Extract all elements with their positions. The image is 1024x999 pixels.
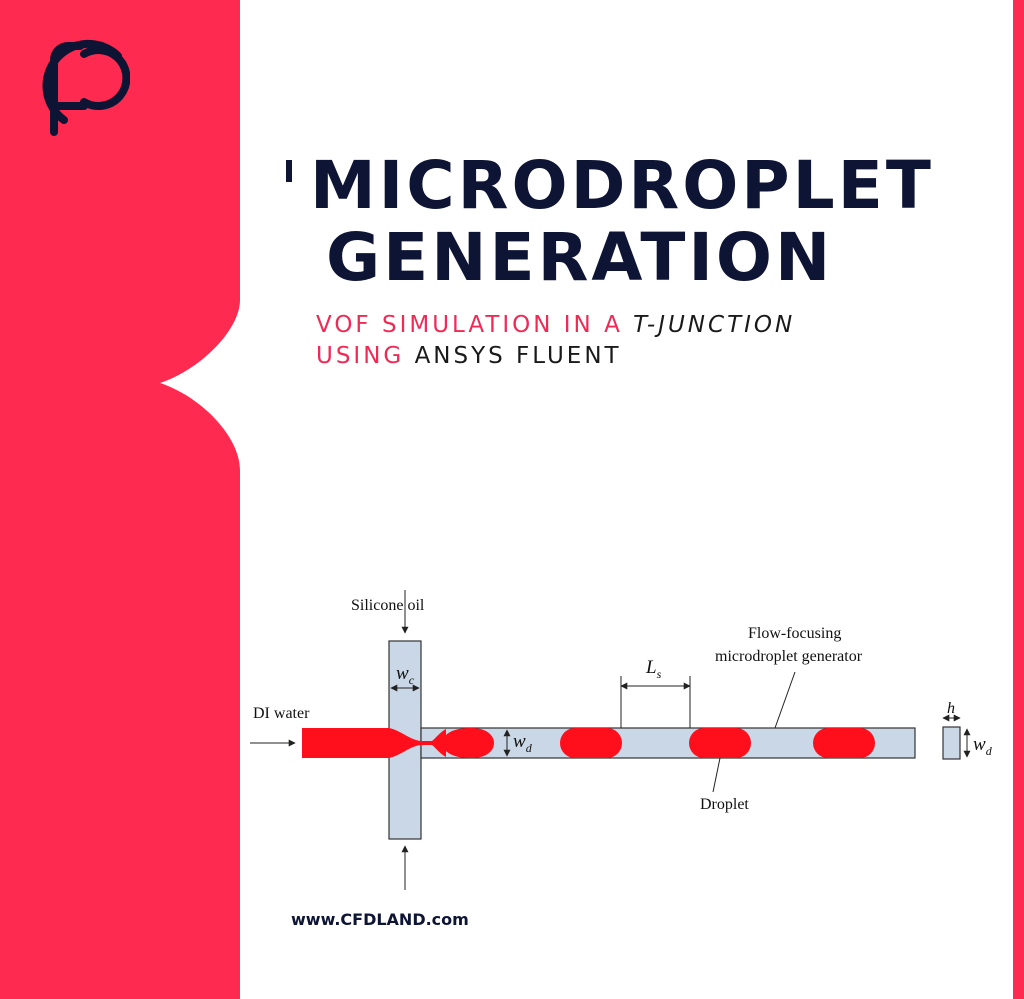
wd-label: wd <box>513 731 533 755</box>
t-junction-diagram: Silicone oil DI water wc wd Ls h wd Flow… <box>250 590 993 890</box>
website-url[interactable]: www.CFDLAND.com <box>291 910 469 929</box>
channel-cross-section <box>942 726 961 760</box>
dispersed-inlet-stream <box>302 728 389 758</box>
title-tick-mark <box>286 160 292 182</box>
h-label: h <box>947 700 955 717</box>
necking-thread <box>389 728 446 758</box>
di-water-label: DI water <box>253 705 310 722</box>
title-line-2: GENERATION <box>326 219 834 296</box>
silicone-oil-label: Silicone oil <box>351 597 425 614</box>
flow-focusing-label-line-1: Flow-focusing <box>748 625 841 642</box>
forming-droplet <box>440 728 494 758</box>
subtitle-part-4: ANSYS FLUENT <box>414 343 622 369</box>
ls-label: Ls <box>645 657 662 681</box>
title-line-1: MICRODROPLET <box>310 147 934 224</box>
droplet-label: Droplet <box>700 796 749 813</box>
page-title: MICRODROPLET GENERATION <box>310 150 934 294</box>
subtitle-part-3: USING <box>316 343 405 369</box>
flow-focusing-label-line-2: microdroplet generator <box>715 648 863 665</box>
flow-focusing-leader <box>774 671 796 729</box>
subtitle-part-2: T-JUNCTION <box>633 312 796 338</box>
left-accent-panel <box>0 0 240 999</box>
right-accent-strip <box>1013 0 1024 999</box>
wc-label: wc <box>396 663 415 687</box>
subtitle-part-1: VOF SIMULATION IN A <box>316 312 623 338</box>
droplet-3 <box>813 728 875 758</box>
droplet-2 <box>689 728 751 758</box>
cross-wd-label: wd <box>973 734 993 758</box>
droplet-1 <box>560 728 622 758</box>
cfd-logo-icon[interactable] <box>20 18 130 138</box>
droplet-leader <box>712 757 721 793</box>
subtitle: VOF SIMULATION IN A T-JUNCTION USING ANS… <box>316 310 795 372</box>
